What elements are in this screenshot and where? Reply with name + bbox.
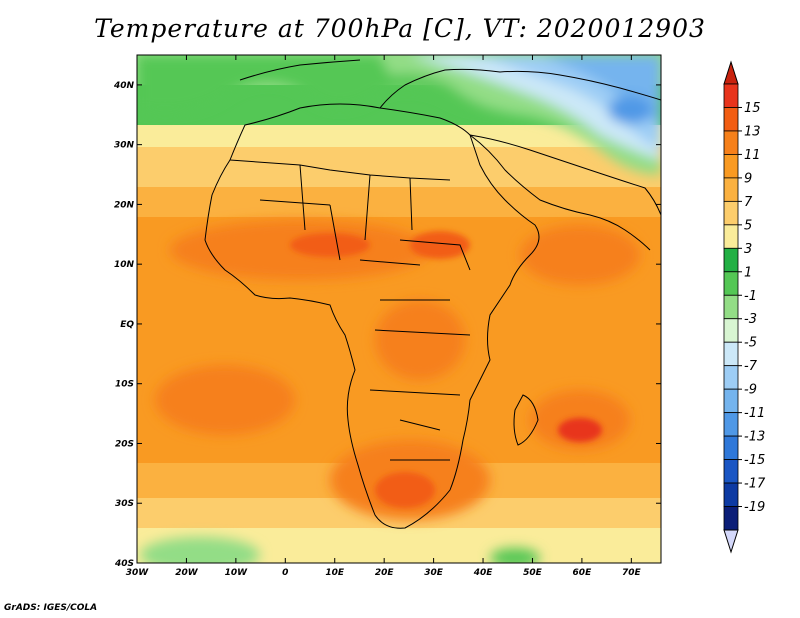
colorbar-box (723, 388, 739, 414)
colorbar-label: -19 (744, 500, 765, 515)
grads-credit: GrADS: IGES/COLA (4, 603, 98, 613)
lat-tick-label: 10S (115, 380, 134, 390)
colorbar-bottom-arrow (723, 529, 739, 554)
colorbar-label: -7 (744, 359, 758, 374)
lon-tick-label: 30E (424, 568, 444, 578)
lon-tick-label: 30W (126, 568, 150, 578)
colorbar-label: 11 (744, 148, 761, 163)
colorbar-box (723, 271, 739, 296)
lat-tick-label: 30N (114, 141, 135, 151)
colorbar-label: -1 (744, 289, 757, 304)
lat-tick-label: 40S (114, 559, 134, 569)
colorbar-label: 1 (744, 265, 752, 280)
lat-tick-label: 30S (115, 499, 134, 509)
colorbar-label: -15 (744, 453, 765, 468)
colorbar-label: -13 (744, 430, 765, 445)
colorbar-box (723, 365, 739, 390)
lon-tick-label: 50E (523, 568, 543, 578)
lat-tick-label: 10N (114, 260, 135, 270)
colorbar-label: -17 (744, 477, 766, 492)
colorbar-box (723, 341, 739, 367)
colorbar-label: -11 (744, 406, 765, 421)
lat-tick-label: 20S (115, 439, 134, 449)
temperature-field (137, 55, 661, 563)
plot-frame (136, 54, 662, 564)
colorbar-label: 3 (744, 242, 752, 257)
colorbar-box (723, 177, 739, 202)
lon-tick-label: 40E (473, 568, 494, 578)
colorbar-box (723, 83, 739, 108)
coastlines (204, 59, 661, 529)
lon-tick-label: 0 (282, 568, 288, 578)
colorbar-label: -5 (744, 336, 757, 351)
colorbar-box (723, 435, 739, 460)
lon-tick-label: 20E (375, 568, 395, 578)
chart-title: Temperature at 700hPa [C], VT: 202001290… (94, 14, 706, 43)
colorbar-label: 13 (744, 124, 761, 139)
colorbar-label: -3 (744, 312, 757, 327)
lon-tick-label: 20W (175, 568, 199, 578)
lon-tick-label: 60E (573, 568, 593, 578)
lat-tick-label: 40N (113, 81, 135, 91)
colorbar-box (723, 506, 739, 531)
colorbar-box (723, 459, 739, 484)
colorbar: 15 13 11 9 7 5 3 1 -1 -3 -5 -7 -9 -11 -13 -15 -17 -19 (723, 60, 766, 554)
colorbar-label: 5 (744, 218, 752, 233)
colorbar-top-arrow (723, 60, 739, 85)
lon-tick-label: 10E (325, 568, 345, 578)
colorbar-box (723, 412, 739, 437)
lon-tick-label: 10W (225, 568, 249, 578)
colorbar-box (723, 130, 739, 155)
colorbar-box (723, 318, 739, 343)
colorbar-label: 15 (744, 101, 761, 116)
colorbar-box (723, 247, 739, 273)
colorbar-label: 9 (744, 171, 752, 186)
lat-tick-label: EQ (120, 320, 134, 330)
colorbar-box (723, 154, 739, 179)
colorbar-box (723, 224, 739, 249)
colorbar-box (723, 294, 739, 320)
latitude-axis: 40N 30N 20N 10N EQ 10S 20S 30S 40S (113, 81, 661, 569)
colorbar-box (723, 482, 739, 507)
lat-tick-label: 20N (114, 200, 135, 210)
colorbar-label: 7 (744, 195, 753, 210)
colorbar-label: -9 (744, 383, 757, 398)
colorbar-box (723, 200, 739, 226)
longitude-axis: 30W 20W 10W 0 10E 20E 30E 40E 50E 60E 70E (126, 55, 642, 578)
colorbar-box (723, 107, 739, 132)
lon-tick-label: 70E (622, 568, 642, 578)
